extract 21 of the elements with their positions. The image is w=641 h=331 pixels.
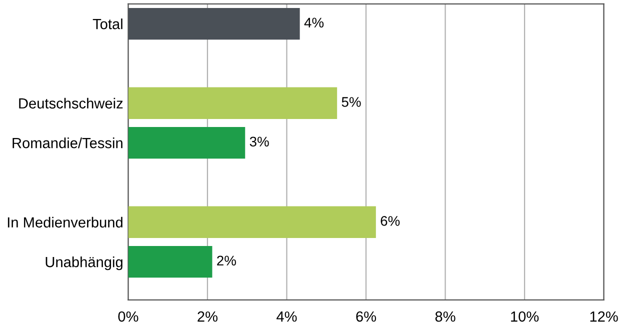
y-tick-label: Unabhängig	[46, 256, 122, 270]
x-tick-label: 0%	[118, 311, 138, 322]
bar	[128, 87, 338, 120]
bar	[128, 206, 376, 238]
x-tick-label: 2%	[198, 311, 218, 322]
data-label: 4%	[304, 18, 324, 28]
x-tick-label: 4%	[276, 311, 297, 322]
x-tick-label: 12%	[590, 311, 618, 322]
y-tick-label: Total	[92, 18, 122, 30]
y-tick-label: In Medienverbund	[8, 216, 122, 228]
bar	[128, 126, 246, 159]
x-tick-label: 6%	[356, 311, 376, 322]
data-label: 2%	[217, 256, 236, 266]
x-tick-label: 10%	[511, 311, 539, 322]
data-label: 3%	[250, 136, 269, 147]
y-tick-label: Romandie/Tessin	[12, 138, 122, 148]
x-tick-label: 8%	[435, 311, 456, 322]
y-tick-label: Deutschschweiz	[19, 98, 123, 109]
bar	[128, 246, 212, 278]
data-label: 5%	[342, 97, 361, 107]
data-label: 6%	[380, 216, 400, 226]
